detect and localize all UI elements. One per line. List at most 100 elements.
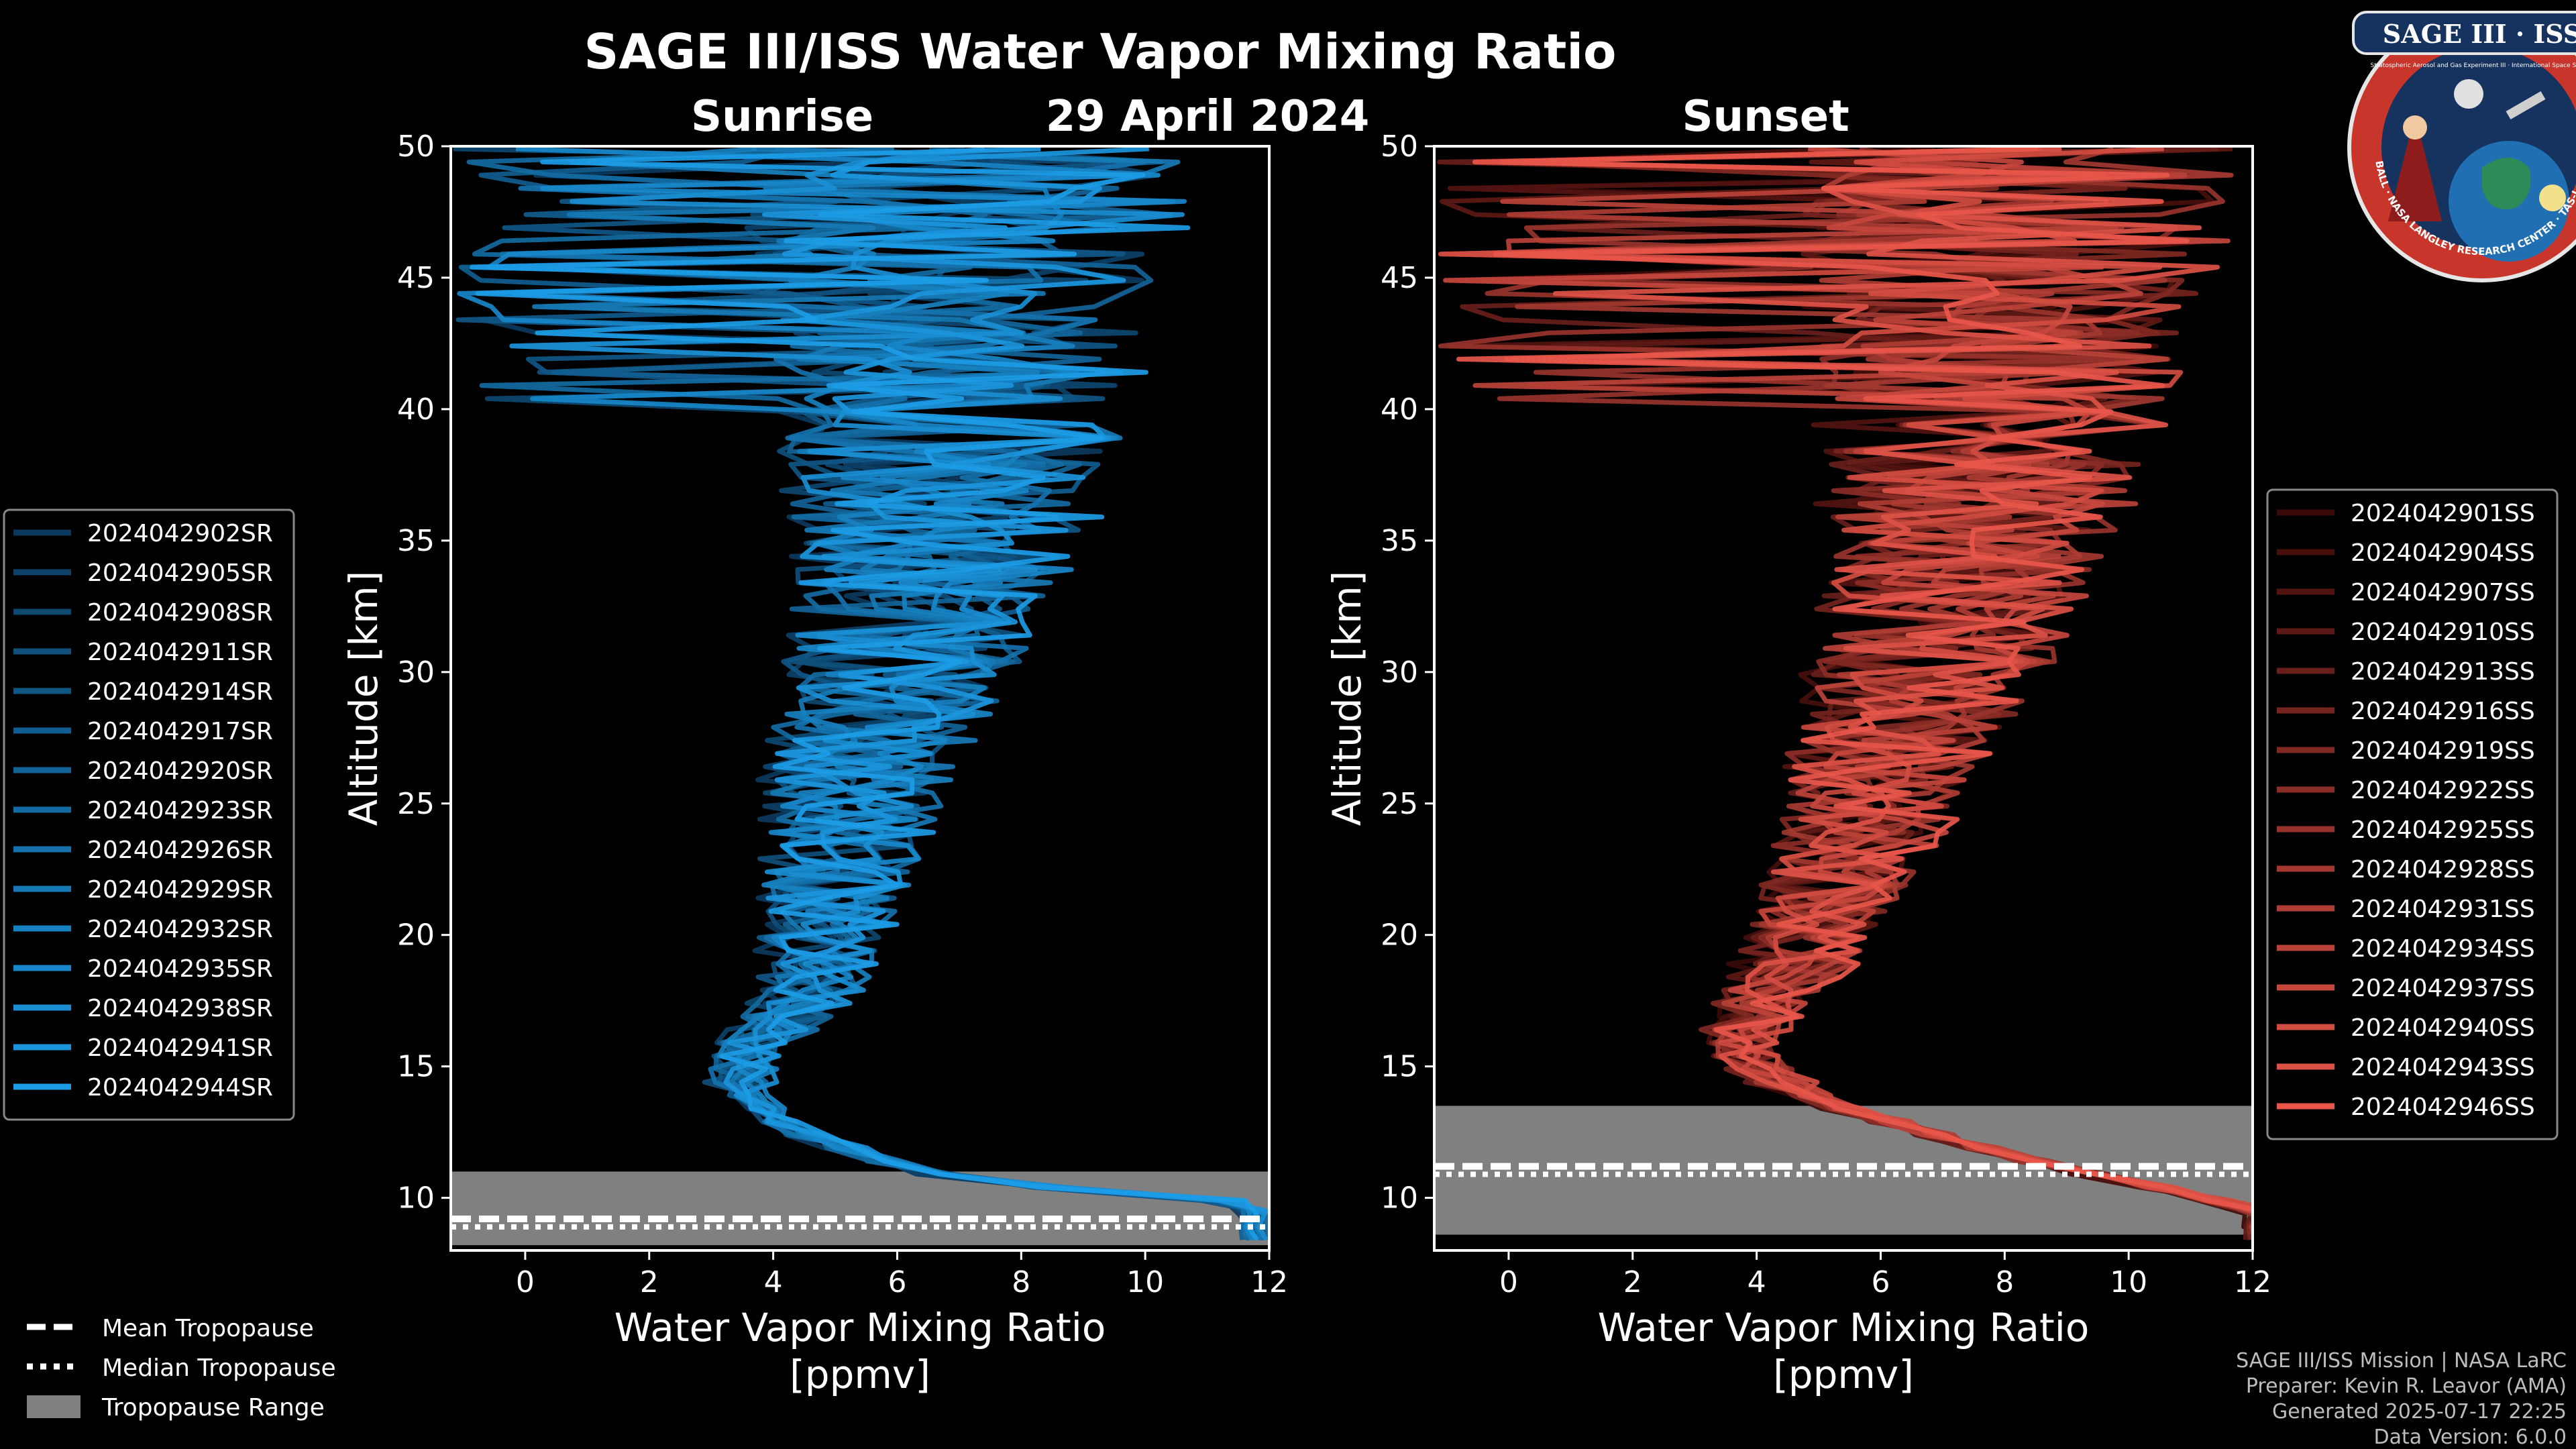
y-tick-label: 40 [1381,392,1418,427]
legend-label-2024042905SR: 2024042905SR [87,559,273,587]
y-tick-label: 20 [397,918,435,953]
legend-label-2024042913SS: 2024042913SS [2351,658,2535,686]
legend-label-2024042917SR: 2024042917SR [87,718,273,745]
legend-label-2024042934SS: 2024042934SS [2351,935,2535,963]
legend-label-2024042929SR: 2024042929SR [87,876,273,904]
x-tick-label: 12 [2234,1265,2271,1299]
profile-lines [1437,146,2253,1240]
legend-label-2024042937SS: 2024042937SS [2351,975,2535,1002]
y-tick-label: 30 [1381,655,1418,690]
footer-line-version: Data Version: 6.0.0 [2374,1426,2567,1449]
y-tick-label: 30 [397,655,435,690]
x-axis-label: Water Vapor Mixing Ratio [1598,1305,2090,1350]
y-tick-label: 50 [1381,129,1418,164]
legend-label-2024042946SS: 2024042946SS [2351,1093,2535,1121]
mission-logo: SAGE III · ISS Stratospheric Aerosol and… [2347,11,2576,282]
legend-label-2024042925SS: 2024042925SS [2351,816,2535,844]
x-tick-label: 8 [1012,1265,1030,1299]
legend-label-2024042944SR: 2024042944SR [87,1074,273,1102]
profile-line-2024042926SR [499,146,1250,1241]
x-tick-label: 2 [1623,1265,1642,1299]
profile-line-2024042940SS [1438,146,2253,1208]
tropopause-range-band [1434,1106,2253,1235]
legend-label-2024042935SR: 2024042935SR [87,955,273,983]
y-tick-label: 35 [397,524,435,558]
legend-label-2024042943SS: 2024042943SS [2351,1054,2535,1081]
tropopause-range-band [451,1171,1269,1246]
panel-title: Sunrise [691,92,873,142]
legend-label-2024042908SR: 2024042908SR [87,599,273,627]
profile-line-2024042944SR [470,146,1259,1242]
legend-label-2024042911SR: 2024042911SR [87,639,273,666]
x-tick-label: 8 [1995,1265,2014,1299]
x-tick-label: 10 [2110,1265,2147,1299]
logo-wizard-head [2403,115,2427,140]
legend-label-2024042907SS: 2024042907SS [2351,579,2535,606]
y-tick-label: 25 [397,787,435,821]
logo-name-band [2352,11,2576,55]
x-tick-label: 2 [640,1265,659,1299]
legend-label-2024042901SS: 2024042901SS [2351,500,2535,527]
profile-line-2024042938SR [509,146,1269,1241]
series-legend: 2024042902SR 2024042905SR 2024042908SR 2024… [3,508,295,1121]
footer-credits: SAGE III/ISS Mission | NASA LaRC Prepare… [2236,1349,2567,1449]
plot-frame [449,145,1271,1252]
y-tick-label: 20 [1381,918,1418,953]
legend-label-2024042931SS: 2024042931SS [2351,896,2535,923]
logo-sun-icon [2539,184,2566,211]
legend-label-2024042910SS: 2024042910SS [2351,619,2535,646]
tropopause-range-legend-key [27,1395,80,1418]
legend-label-2024042938SR: 2024042938SR [87,995,273,1022]
mean-tropopause-legend-label: Mean Tropopause [102,1315,314,1342]
legend-label-2024042904SS: 2024042904SS [2351,539,2535,567]
figure-title: SAGE III/ISS Water Vapor Mixing Ratio [584,23,1616,80]
legend-label-2024042923SR: 2024042923SR [87,797,273,824]
y-tick-label: 25 [1381,787,1418,821]
median-tropopause-legend-label: Median Tropopause [102,1354,336,1382]
x-axis-label: Water Vapor Mixing Ratio [614,1305,1106,1350]
legend-label-2024042941SR: 2024042941SR [87,1034,273,1062]
y-tick-label: 35 [1381,524,1418,558]
y-axis-label: Altitude [km] [341,571,386,826]
footer-line-preparer: Preparer: Kevin R. Leavor (AMA) [2246,1375,2567,1398]
x-tick-label: 10 [1126,1265,1164,1299]
legend-label-2024042922SS: 2024042922SS [2351,777,2535,804]
footer-line-generated: Generated 2025-07-17 22:25 [2272,1400,2567,1424]
legend-label-2024042940SS: 2024042940SS [2351,1014,2535,1042]
y-tick-label: 50 [397,129,435,164]
x-tick-label: 4 [764,1265,783,1299]
legend-label-2024042928SS: 2024042928SS [2351,856,2535,883]
figure-date: 29 April 2024 [1046,92,1370,142]
panel-title: Sunset [1682,92,1849,142]
profile-line-2024042941SR [723,146,1269,1214]
sunset-panel: Sunset 0 2 4 6 8 10 12 10 15 20 25 30 35 40 45 50 Water V… [1324,92,2559,1397]
legend-label-2024042932SR: 2024042932SR [87,916,273,943]
y-tick-label: 15 [397,1050,435,1084]
logo-wizard-figure [2388,114,2442,221]
tropopause-range-legend-label: Tropopause Range [101,1394,325,1421]
profile-line-2024042946SS [1456,146,2253,1212]
y-tick-label: 45 [1381,261,1418,295]
x-axis-label: [ppmv] [1773,1352,1914,1397]
profile-line-2024042920SR [713,146,1259,1240]
legend-frame [3,508,295,1121]
logo-continent-icon [2482,158,2531,209]
y-axis-label: Altitude [km] [1324,571,1370,826]
x-tick-label: 12 [1250,1265,1288,1299]
footer-line-mission: SAGE III/ISS Mission | NASA LaRC [2236,1349,2567,1373]
profile-lines [453,146,1269,1242]
logo-tagline: Stratospheric Aerosol and Gas Experiment… [2370,62,2576,69]
legend-label-2024042926SR: 2024042926SR [87,837,273,864]
y-tick-label: 45 [397,261,435,295]
y-tick-label: 40 [397,392,435,427]
x-axis-label: [ppmv] [790,1352,930,1397]
legend-label-2024042914SR: 2024042914SR [87,678,273,706]
legend-frame [2266,488,2559,1140]
series-legend: 2024042901SS 2024042904SS 2024042907SS 2024… [2266,488,2559,1140]
legend-label-2024042902SR: 2024042902SR [87,520,273,547]
y-tick-label: 10 [1381,1181,1418,1216]
legend-label-2024042920SR: 2024042920SR [87,757,273,785]
sunrise-panel: Sunrise 0 2 4 6 8 10 12 10 15 20 25 30 35 40 45 50 Water … [3,92,1288,1397]
x-tick-label: 6 [888,1265,906,1299]
